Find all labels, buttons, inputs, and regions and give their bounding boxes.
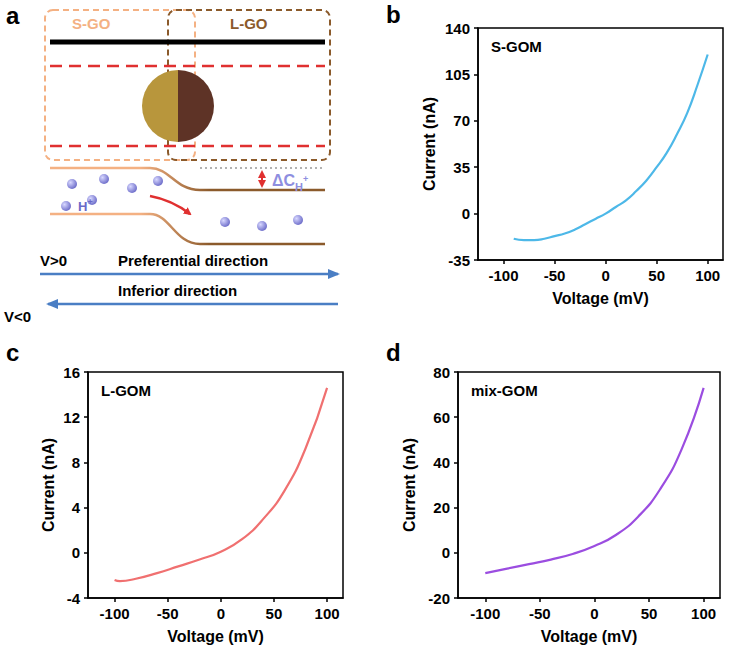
svg-text:60: 60 [433,409,450,426]
svg-text:8: 8 [72,454,80,471]
svg-text:H+: H+ [78,197,93,214]
svg-text:0: 0 [217,605,225,622]
svg-text:35: 35 [453,159,470,176]
svg-text:-100: -100 [470,605,500,622]
svg-text:140: 140 [445,20,470,37]
svg-text:-50: -50 [544,267,566,284]
svg-text:L-GO: L-GO [230,15,268,32]
svg-text:b: b [386,1,401,28]
svg-text:a: a [6,2,20,29]
svg-text:0: 0 [590,605,598,622]
svg-text:20: 20 [433,499,450,516]
svg-text:-35: -35 [448,252,470,269]
svg-text:Current (nA): Current (nA) [421,97,438,191]
svg-text:S-GO: S-GO [72,15,111,32]
svg-text:Preferential direction: Preferential direction [118,252,268,269]
svg-text:12: 12 [63,409,80,426]
svg-text:Voltage (mV): Voltage (mV) [167,628,264,645]
svg-text:Current (nA): Current (nA) [40,438,57,532]
svg-text:S-GOM: S-GOM [491,38,542,55]
svg-text:-100: -100 [489,267,519,284]
svg-text:100: 100 [315,605,340,622]
svg-text:80: 80 [433,364,450,381]
svg-text:V>0: V>0 [40,252,67,269]
svg-text:Voltage (mV): Voltage (mV) [552,290,649,307]
svg-text:mix-GOM: mix-GOM [471,382,538,399]
svg-text:Inferior direction: Inferior direction [118,282,237,299]
svg-text:-4: -4 [67,590,81,607]
svg-text:-50: -50 [529,605,551,622]
svg-text:c: c [6,339,19,366]
svg-text:ΔCH+: ΔCH+ [272,172,308,193]
svg-text:50: 50 [266,605,283,622]
svg-text:-50: -50 [157,605,179,622]
svg-text:0: 0 [72,544,80,561]
svg-text:-100: -100 [100,605,130,622]
svg-text:0: 0 [601,267,609,284]
svg-text:0: 0 [442,544,450,561]
svg-text:100: 100 [695,267,720,284]
svg-text:16: 16 [63,364,80,381]
svg-text:50: 50 [648,267,665,284]
svg-text:0: 0 [462,205,470,222]
svg-text:Voltage (mV): Voltage (mV) [541,628,638,645]
svg-text:4: 4 [72,499,81,516]
svg-text:V<0: V<0 [4,308,31,325]
svg-text:d: d [386,339,401,366]
svg-text:50: 50 [641,605,658,622]
svg-text:L-GOM: L-GOM [101,382,151,399]
svg-text:40: 40 [433,454,450,471]
svg-text:-20: -20 [428,590,450,607]
svg-text:105: 105 [445,66,470,83]
svg-text:70: 70 [453,112,470,129]
svg-text:Current (nA): Current (nA) [401,438,418,532]
svg-text:100: 100 [691,605,716,622]
